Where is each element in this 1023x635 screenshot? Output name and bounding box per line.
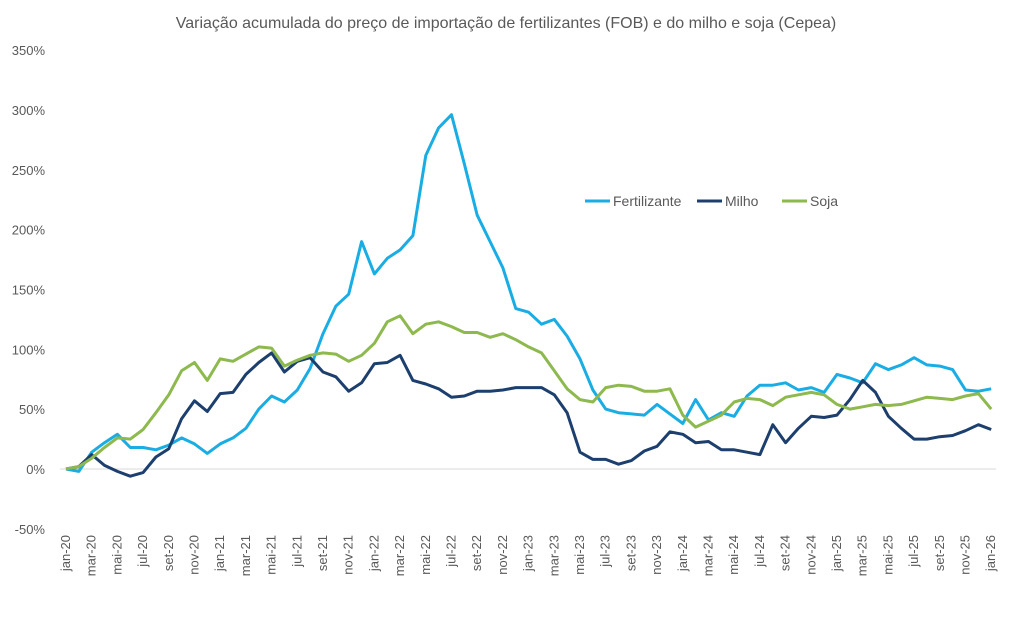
- y-tick-label: 350%: [12, 43, 46, 58]
- y-tick-label: 250%: [12, 163, 46, 178]
- legend-label-fertilizante: Fertilizante: [613, 193, 682, 209]
- series-line-fertilizante: [65, 113, 992, 473]
- x-tick-label: set-22: [469, 535, 484, 571]
- y-tick-label: 0%: [26, 462, 45, 477]
- x-tick-label: set-24: [778, 535, 793, 571]
- x-tick-label: mai-24: [726, 535, 741, 575]
- x-tick-label: mar-23: [546, 535, 561, 576]
- y-tick-label: -50%: [15, 522, 46, 537]
- legend-label-milho: Milho: [725, 193, 759, 209]
- series-lines: [65, 113, 993, 478]
- x-tick-label: set-20: [161, 535, 176, 571]
- y-axis: -50% 0% 50% 100% 150% 200% 250% 300% 350%: [12, 43, 996, 537]
- x-tick-label: nov-24: [803, 535, 818, 575]
- x-tick-label: jan-21: [212, 535, 227, 572]
- x-tick-label: nov-25: [958, 535, 973, 575]
- x-tick-label: jul-21: [289, 535, 304, 568]
- chart-title: Variação acumulada do preço de importaçã…: [176, 15, 836, 32]
- x-tick-label: mai-22: [418, 535, 433, 575]
- x-tick-label: set-25: [932, 535, 947, 571]
- x-tick-label: jul-20: [135, 535, 150, 568]
- x-tick-label: jan-25: [829, 535, 844, 572]
- x-tick-label: nov-23: [649, 535, 664, 575]
- legend: Fertilizante Milho Soja: [585, 193, 838, 209]
- x-tick-label: mar-25: [855, 535, 870, 576]
- x-tick-label: set-21: [315, 535, 330, 571]
- x-tick-label: jan-24: [675, 535, 690, 572]
- x-tick-label: nov-22: [495, 535, 510, 575]
- series-line-milho: [65, 351, 992, 478]
- x-tick-label: jan-23: [521, 535, 536, 572]
- x-tick-label: mar-21: [238, 535, 253, 576]
- y-tick-label: 50%: [19, 402, 45, 417]
- x-tick-label: jan-20: [58, 535, 73, 572]
- y-tick-label: 150%: [12, 282, 46, 297]
- x-axis: jan-20 mar-20 mai-20 jul-20 set-20 nov-20 jan-…: [58, 535, 998, 576]
- x-tick-label: mai-25: [880, 535, 895, 575]
- x-tick-label: jul-24: [752, 535, 767, 568]
- x-tick-label: mar-20: [84, 535, 99, 576]
- y-tick-label: 100%: [12, 342, 46, 357]
- x-tick-label: mai-20: [109, 535, 124, 575]
- x-tick-label: jan-26: [983, 535, 998, 572]
- x-tick-label: jul-23: [598, 535, 613, 568]
- x-tick-label: jan-22: [366, 535, 381, 572]
- x-tick-label: set-23: [623, 535, 638, 571]
- x-tick-label: mai-21: [264, 535, 279, 575]
- x-tick-label: mai-23: [572, 535, 587, 575]
- x-tick-label: nov-20: [187, 535, 202, 575]
- x-tick-label: mar-24: [701, 535, 716, 576]
- y-tick-label: 200%: [12, 223, 46, 238]
- y-tick-label: 300%: [12, 103, 46, 118]
- x-tick-label: nov-21: [341, 535, 356, 575]
- series-line-soja: [65, 314, 993, 471]
- x-tick-label: jul-25: [906, 535, 921, 568]
- x-tick-label: jul-22: [444, 535, 459, 568]
- x-tick-label: mar-22: [392, 535, 407, 576]
- legend-label-soja: Soja: [810, 193, 838, 209]
